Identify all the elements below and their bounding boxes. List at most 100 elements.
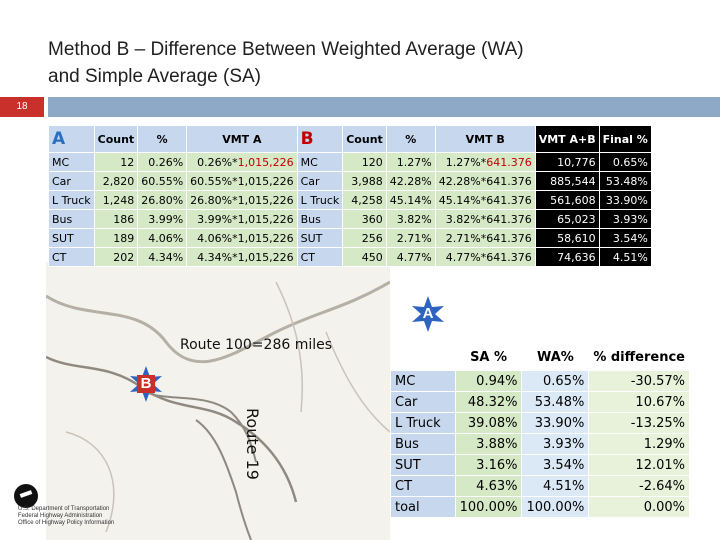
marker-a-star: A <box>410 296 446 332</box>
cell-sa: 39.08% <box>454 412 523 434</box>
vmt-percent-part: 60.55%* <box>190 174 238 188</box>
vmt-percent-part: 4.34%* <box>197 250 238 264</box>
vmt-total-part: 641.376 <box>486 193 532 207</box>
col-difference: % difference <box>588 343 690 371</box>
cell-diff: 12.01% <box>588 454 690 476</box>
vmt-total-part: 641.376 <box>486 212 532 226</box>
cell-cat: CT <box>48 247 95 267</box>
cell-a-count: 2,820 <box>93 171 139 191</box>
comparison-table-header: SA % WA% % difference <box>390 343 690 371</box>
cell-b-cat: CT <box>296 247 344 267</box>
marker-a-label: A <box>422 305 434 322</box>
vmt-table-row: Car 2,820 60.55% 60.55%*1,015,226 Car 3,988 42… <box>48 171 652 191</box>
marker-b-star: B <box>128 366 164 402</box>
cell-diff: 10.67% <box>588 391 690 413</box>
slide-title-line1: Method B – Difference Between Weighted A… <box>48 39 524 60</box>
cell-diff: -13.25% <box>588 412 690 434</box>
cell-b-vmt: 3.82%*641.376 <box>434 209 536 229</box>
vmt-percent-part: 42.28%* <box>438 174 487 188</box>
vmt-table-header: A Count % VMT A B Count % VMT B VMT A+B … <box>48 125 652 153</box>
cell-a-pct: 4.06% <box>137 228 188 248</box>
cell-vmt-ab: 561,608 <box>534 190 600 210</box>
cell-final: 3.93% <box>598 209 652 229</box>
cell-a-vmt: 3.99%*1,015,226 <box>186 209 298 229</box>
cell-a-pct: 60.55% <box>137 171 188 191</box>
cell-cat: L Truck <box>48 190 95 210</box>
cell-a-vmt: 60.55%*1,015,226 <box>186 171 298 191</box>
vmt-percent-part: 0.26%* <box>197 155 238 169</box>
cell-wa: 4.51% <box>521 475 590 497</box>
cell-b-count: 4,258 <box>342 190 387 210</box>
logo-line3: Office of Highway Policy Information <box>18 520 115 526</box>
cell-diff: -2.64% <box>588 475 690 497</box>
cell-sa: 4.63% <box>454 475 523 497</box>
cell-diff: -30.57% <box>588 370 690 392</box>
cell-b-pct: 45.14% <box>385 190 436 210</box>
vmt-total-part: 1,015,226 <box>237 212 294 226</box>
cell-b-pct: 3.82% <box>385 209 436 229</box>
cell-a-pct: 0.26% <box>137 152 188 172</box>
cell-cat: Bus <box>390 433 456 455</box>
cell-b-cat: SUT <box>296 228 344 248</box>
cell-b-vmt: 4.77%*641.376 <box>434 247 536 267</box>
cell-a-pct: 4.34% <box>137 247 188 267</box>
vmt-percent-part: 1.27%* <box>445 155 487 169</box>
col-a-letter: A <box>48 125 95 153</box>
vmt-total-part: 1,015,226 <box>237 174 294 188</box>
cell-b-cat: Car <box>296 171 344 191</box>
cell-vmt-ab: 885,544 <box>534 171 600 191</box>
vmt-percent-part: 3.82%* <box>445 212 487 226</box>
cell-wa: 33.90% <box>521 412 590 434</box>
cell-sa: 48.32% <box>454 391 523 413</box>
cell-b-vmt: 1.27%*641.376 <box>434 152 536 172</box>
marker-b-label: B <box>140 375 152 392</box>
cell-cat: MC <box>390 370 456 392</box>
cell-a-vmt: 4.06%*1,015,226 <box>186 228 298 248</box>
vmt-table-row: MC 12 0.26% 0.26%*1,015,226 MC 120 1.27% 1.27%*… <box>48 152 652 172</box>
col-a-count: Count <box>93 125 139 153</box>
comparison-table: SA % WA% % difference MC 0.94% 0.65% -30.57… <box>390 343 690 518</box>
col-b-pct: % <box>385 125 436 153</box>
agency-logo-text: U.S. Department of Transportation Federa… <box>18 506 138 527</box>
cell-b-vmt: 45.14%*641.376 <box>434 190 536 210</box>
cell-b-pct: 4.77% <box>385 247 436 267</box>
comparison-table-row: SUT 3.16% 3.54% 12.01% <box>390 454 690 476</box>
vmt-total-part: 1,015,226 <box>237 250 294 264</box>
cell-sa: 3.16% <box>454 454 523 476</box>
col-sa: SA % <box>454 343 523 371</box>
vmt-total-part: 641.376 <box>486 231 532 245</box>
cell-wa: 53.48% <box>521 391 590 413</box>
cell-a-pct: 3.99% <box>137 209 188 229</box>
cell-b-count: 450 <box>342 247 387 267</box>
vmt-total-part: 1,015,226 <box>237 193 294 207</box>
cell-vmt-ab: 65,023 <box>534 209 600 229</box>
map-roads <box>46 280 390 540</box>
col-b-count: Count <box>342 125 387 153</box>
vmt-table-row: SUT 189 4.06% 4.06%*1,015,226 SUT 256 2.71% 2.7… <box>48 228 652 248</box>
cell-cat: SUT <box>390 454 456 476</box>
vmt-percent-part: 2.71%* <box>445 231 487 245</box>
cell-b-count: 3,988 <box>342 171 387 191</box>
vmt-total-part: 1,015,226 <box>237 155 294 169</box>
comparison-table-row: toal 100.00% 100.00% 0.00% <box>390 496 690 518</box>
cell-final: 33.90% <box>598 190 652 210</box>
route-100-label: Route 100=286 miles <box>180 337 333 353</box>
cell-b-pct: 2.71% <box>385 228 436 248</box>
cell-cat: Bus <box>48 209 95 229</box>
cell-vmt-ab: 58,610 <box>534 228 600 248</box>
cell-b-cat: MC <box>296 152 344 172</box>
cell-b-count: 256 <box>342 228 387 248</box>
cell-b-count: 120 <box>342 152 387 172</box>
cell-cat: Car <box>48 171 95 191</box>
cell-b-cat: L Truck <box>296 190 344 210</box>
cell-a-count: 1,248 <box>93 190 139 210</box>
vmt-table-row: Bus 186 3.99% 3.99%*1,015,226 Bus 360 3.82% 3.8… <box>48 209 652 229</box>
cell-a-pct: 26.80% <box>137 190 188 210</box>
cell-cat: CT <box>390 475 456 497</box>
cell-final: 0.65% <box>598 152 652 172</box>
col-b-letter: B <box>296 125 344 153</box>
vmt-percent-part: 4.77%* <box>445 250 487 264</box>
col-b-vmt: VMT B <box>434 125 536 153</box>
cell-a-vmt: 4.34%*1,015,226 <box>186 247 298 267</box>
vmt-percent-part: 26.80%* <box>190 193 238 207</box>
